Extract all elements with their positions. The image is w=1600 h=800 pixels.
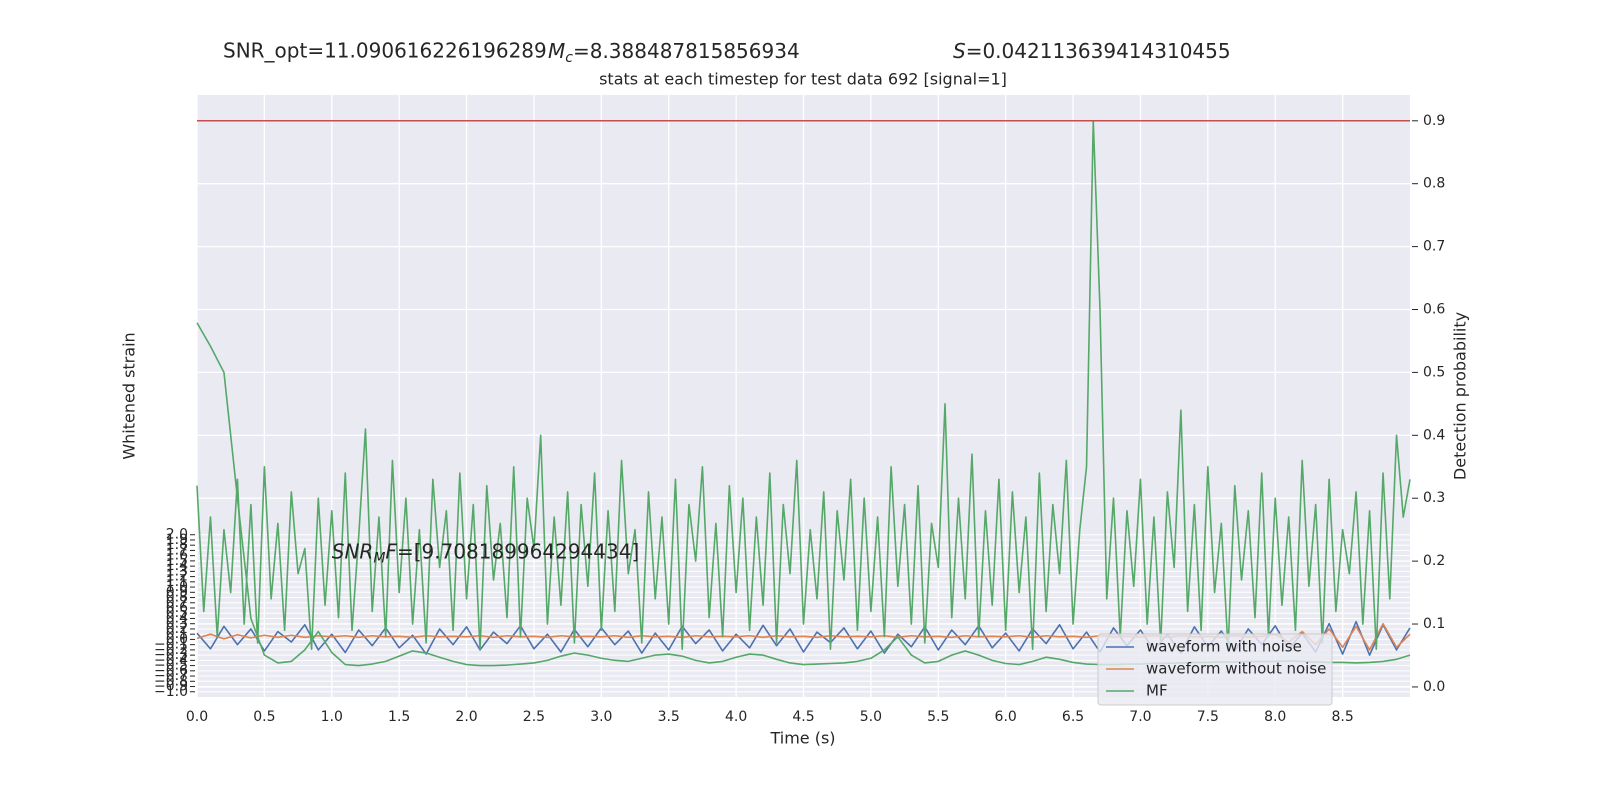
chart-title: stats at each timestep for test data 692… <box>599 70 1007 89</box>
y-tick-label: 0.2 <box>166 621 188 637</box>
x-tick-label: 0.5 <box>253 709 275 725</box>
y-tick-label: 0.4 <box>166 610 188 626</box>
y-tick-label: 0.5 <box>166 605 188 621</box>
legend-label: MF <box>1146 682 1168 700</box>
y2-tick-label: 0.8 <box>1423 176 1445 192</box>
y-tick-label: −0.4 <box>154 652 188 668</box>
y2-tick-label: 0.0 <box>1423 679 1445 695</box>
x-tick-label: 7.5 <box>1197 709 1219 725</box>
y-tick-label: 0.6 <box>166 600 188 616</box>
series-line <box>196 119 1411 650</box>
symbol: SNR <box>332 539 374 563</box>
subscript: M <box>373 551 385 567</box>
y-tick-label: 1.6 <box>166 548 188 564</box>
ticks: 0.0 0.5 1.0 1.5 2.0 2.5 3.0 3.5 4.0 4.5 5.0 5.5 6.0 6… <box>154 113 1445 725</box>
y-tick-label: −0.3 <box>154 647 188 663</box>
x-tick-label: 6.0 <box>995 709 1017 725</box>
value: =8.388487815856934 <box>573 39 800 63</box>
snr-mf-annotation: SNRMF=[9.708189964294434] <box>332 539 640 567</box>
y-tick-label: −0.7 <box>154 668 188 684</box>
y-tick-label: 1.0 <box>166 579 188 595</box>
y-tick-label: −0.5 <box>154 658 188 674</box>
y-tick-label: −0.1 <box>154 637 188 653</box>
x-tick-label: 1.0 <box>321 709 343 725</box>
snr-opt: SNR_opt=11.090616226196289 <box>223 39 547 63</box>
y-tick-label: −1.0 <box>154 684 188 700</box>
y2-tick-label: 0.4 <box>1423 427 1445 443</box>
y-tick-label: 0.8 <box>166 590 188 606</box>
y-tick-label: 1.2 <box>166 569 188 585</box>
x-tick-label: 2.0 <box>455 709 477 725</box>
x-tick-label: 6.5 <box>1062 709 1084 725</box>
x-tick-label: 4.0 <box>725 709 747 725</box>
x-tick-label: 8.0 <box>1264 709 1286 725</box>
y2-tick-label: 0.2 <box>1423 553 1445 569</box>
symbol-rest: F <box>385 539 397 563</box>
y-axis-label: Whitened strain <box>120 332 139 459</box>
x-axis-label: Time (s) <box>769 729 835 748</box>
y2-tick-label: 0.1 <box>1423 616 1445 632</box>
y-tick-label: −0.8 <box>154 673 188 689</box>
value: =0.042113639414310455 <box>966 39 1231 63</box>
y-tick-label: −0.6 <box>154 663 188 679</box>
chirp-mass: Mc=8.388487815856934 <box>548 39 800 67</box>
y-tick-label: 0.1 <box>166 626 188 642</box>
x-tick-label: 8.5 <box>1331 709 1353 725</box>
subscript: c <box>565 50 573 66</box>
x-tick-label: 5.0 <box>860 709 882 725</box>
y-tick-label: −0.2 <box>154 642 188 658</box>
legend-box <box>1097 633 1333 706</box>
y-tick-label: 1.8 <box>166 537 188 553</box>
x-tick-label: 1.5 <box>388 709 410 725</box>
x-tick-label: 3.5 <box>658 709 680 725</box>
y-tick-label: 1.9 <box>166 532 188 548</box>
y2-tick-label: 0.6 <box>1423 302 1445 318</box>
legend: waveform with noise waveform without nois… <box>1097 633 1333 706</box>
y-tick-label: 1.3 <box>166 563 188 579</box>
legend-label: waveform without noise <box>1146 660 1326 678</box>
y-tick-label: 1.1 <box>166 574 188 590</box>
y-tick-label: 0.0 <box>166 631 188 647</box>
y2-tick-label: 0.5 <box>1423 364 1445 380</box>
s-stat: S=0.042113639414310455 <box>953 39 1231 63</box>
y-tick-label: 0.7 <box>166 595 188 611</box>
x-tick-label: 4.5 <box>792 709 814 725</box>
y-tick-label: 1.7 <box>166 542 188 558</box>
x-tick-label: 7.0 <box>1129 709 1151 725</box>
symbol: M <box>548 39 565 63</box>
symbol: S <box>953 39 966 63</box>
x-tick-label: 3.0 <box>590 709 612 725</box>
y2-axis-label: Detection probability <box>1451 312 1470 480</box>
x-tick-label: 0.0 <box>186 709 208 725</box>
y-tick-label: 1.5 <box>166 553 188 569</box>
y-tick-label: −0.9 <box>154 679 188 695</box>
y-tick-label: 1.4 <box>166 558 188 574</box>
legend-label: waveform with noise <box>1146 638 1302 656</box>
value: =[9.708189964294434] <box>397 539 639 563</box>
y2-tick-label: 0.7 <box>1423 239 1445 255</box>
x-tick-label: 5.5 <box>927 709 949 725</box>
y-tick-label: 2.0 <box>166 527 188 543</box>
y-tick-label: 0.3 <box>166 616 188 632</box>
y2-tick-label: 0.3 <box>1423 490 1445 506</box>
y2-tick-label: 0.9 <box>1423 113 1445 129</box>
x-tick-label: 2.5 <box>523 709 545 725</box>
y-tick-label: 0.9 <box>166 584 188 600</box>
